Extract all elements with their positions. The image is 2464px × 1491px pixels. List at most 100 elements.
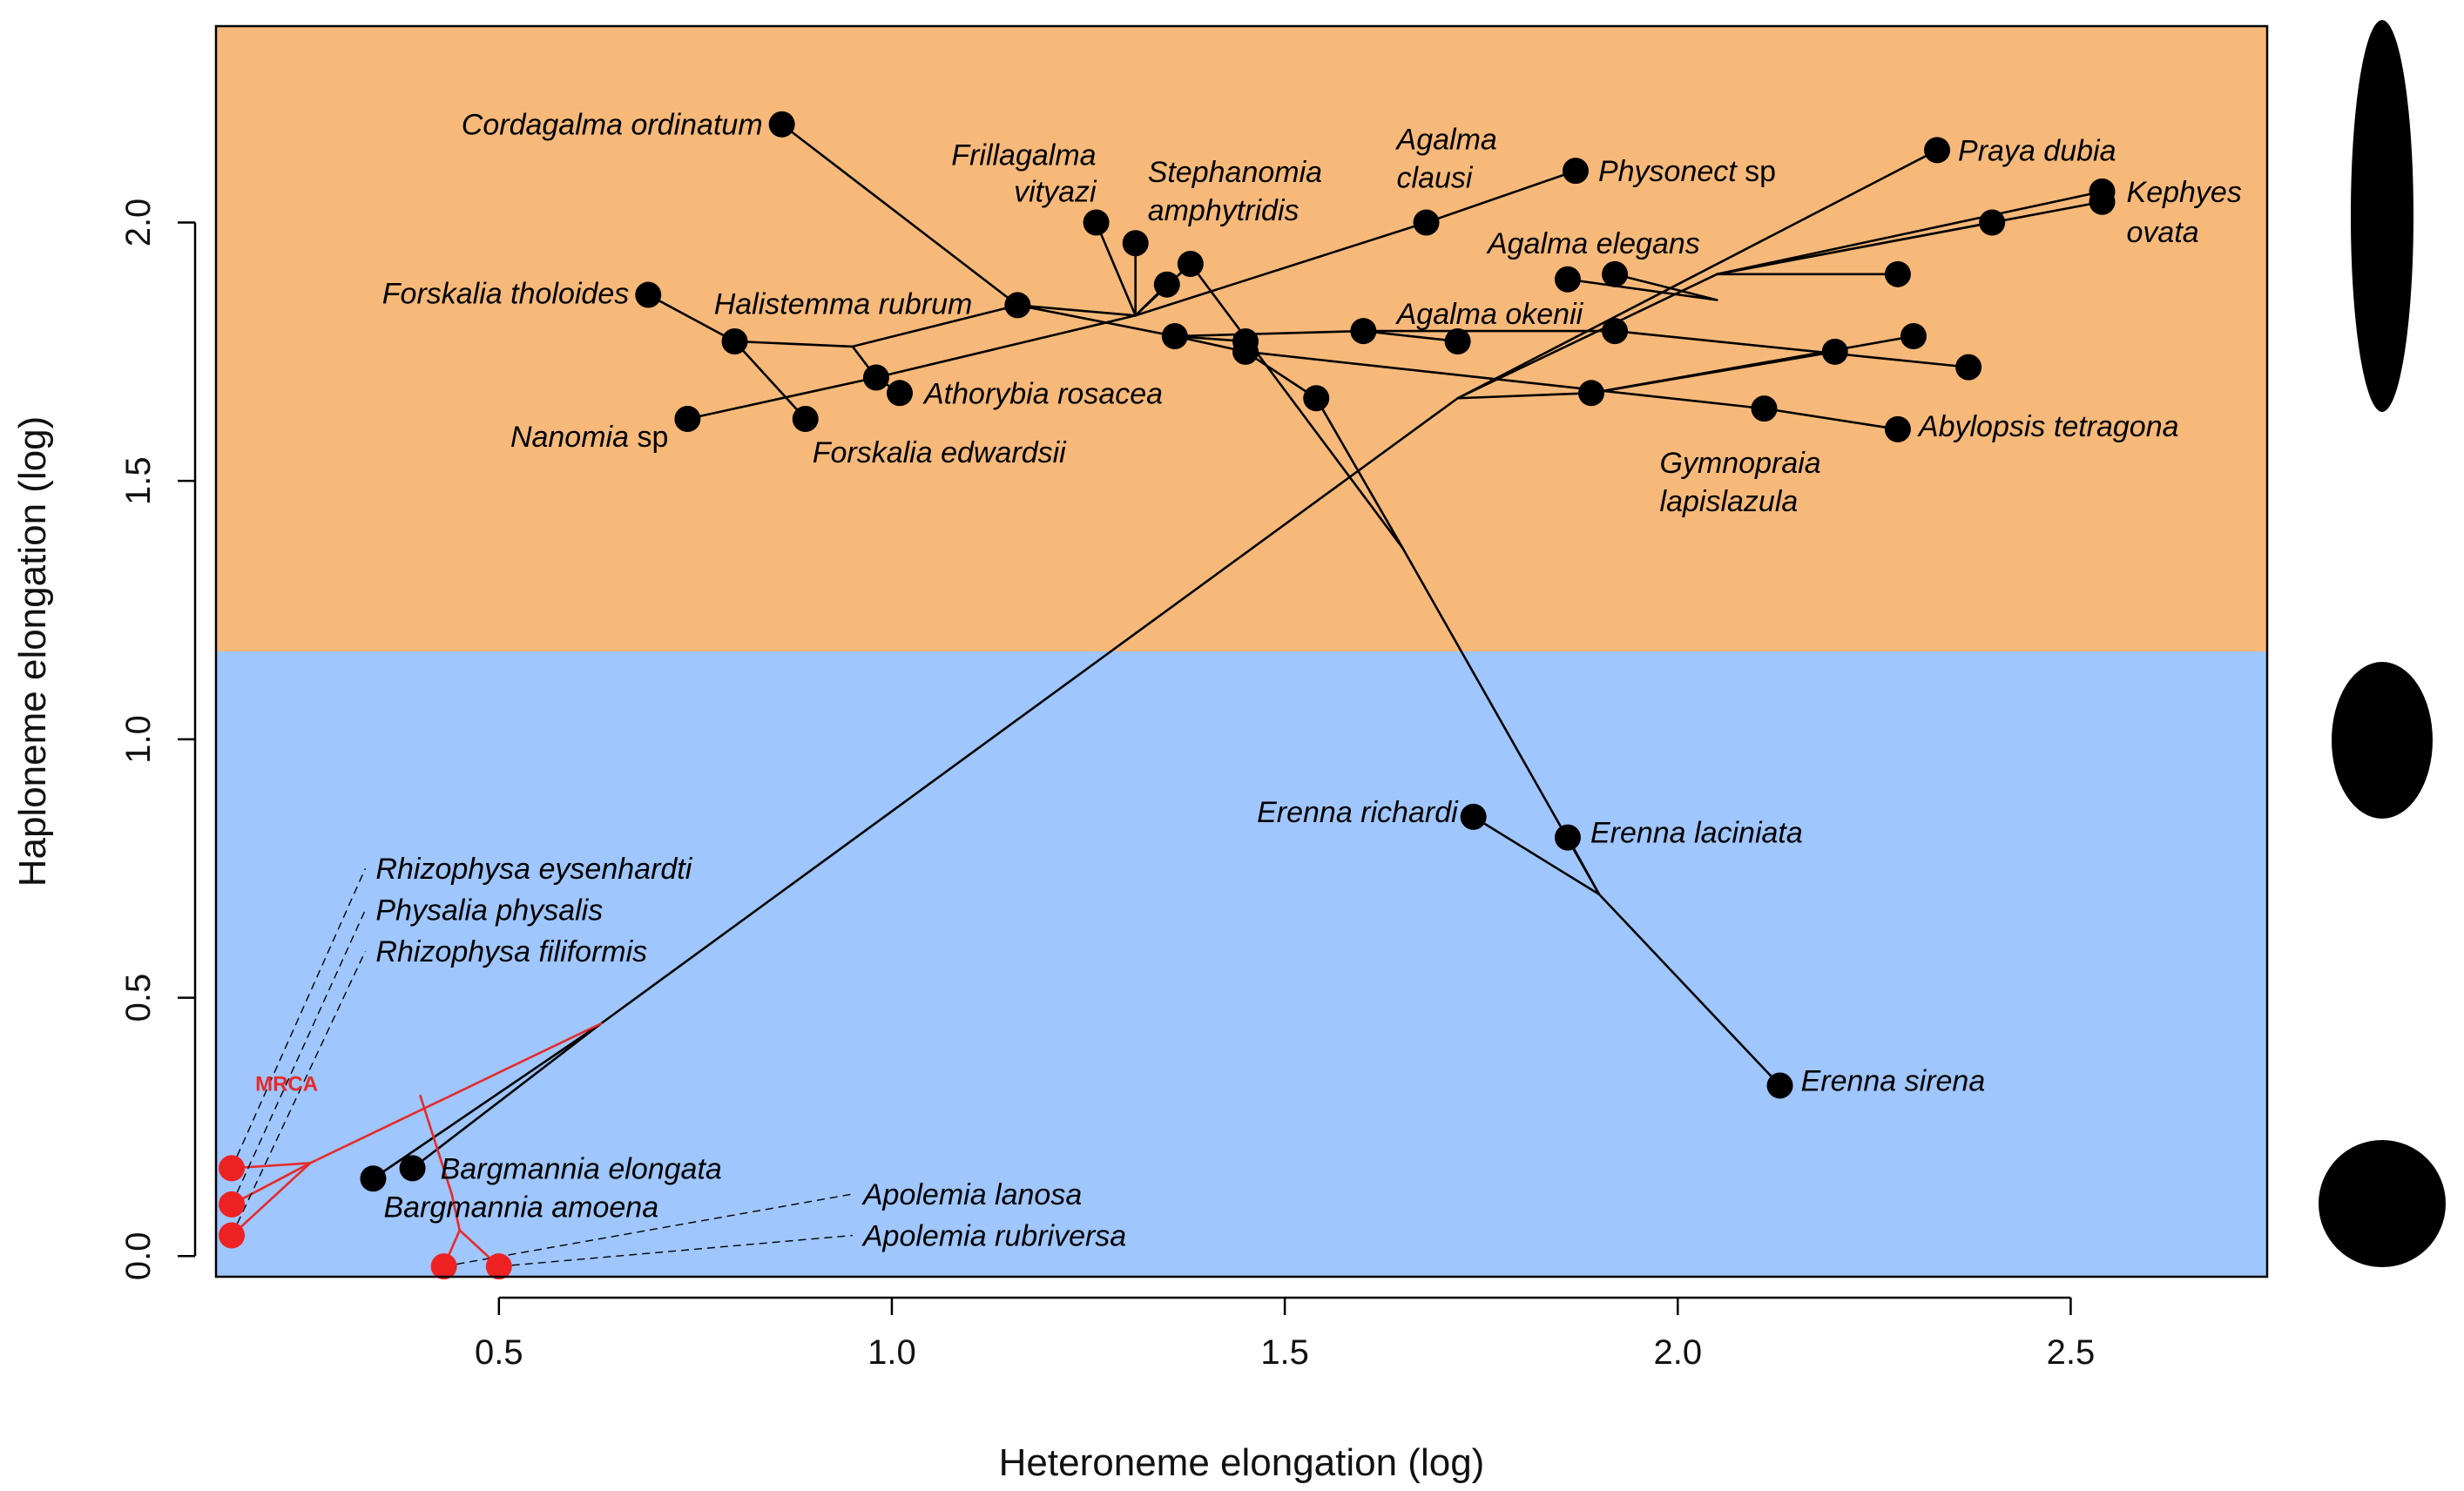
species-label-cordagalma-ordinatum: Cordagalma ordinatum (462, 109, 763, 142)
y-tick-label-0.5: 0.5 (119, 974, 158, 1022)
leader-line-physalia-physalis (231, 909, 367, 1205)
point-6 (1979, 209, 2006, 236)
point-24 (1232, 338, 1259, 365)
point-44 (485, 1253, 512, 1280)
species-label-bargmannia-elongata: Bargmannia elongata (441, 1152, 722, 1185)
species-label-praya-dubia: Praya dubia (1958, 134, 2116, 167)
tree-branch-11 (780, 123, 1019, 307)
leader-line-rhizophysa-eysenhardti (231, 867, 367, 1169)
tree-branch-34 (1314, 396, 1404, 550)
x-tick-label-1.0: 1.0 (867, 1333, 916, 1372)
point-athorybia-rosacea (887, 380, 913, 407)
point-14 (1884, 260, 1911, 287)
point-32 (1900, 323, 1927, 350)
species-label-apolemia-lanosa: Apolemia lanosa (861, 1178, 1082, 1211)
point-31 (1821, 338, 1848, 365)
tree-branch-36 (1472, 815, 1601, 896)
point-halistemma-rubrum (1004, 292, 1031, 319)
tree-branch-39 (308, 1022, 603, 1164)
annotation-mrca: MRCA (255, 1072, 318, 1096)
species-label-agalma-okenii: Agalma okenii (1395, 298, 1584, 331)
x-axis-title: Heteroneme elongation (log) (999, 1441, 1485, 1484)
leader-line-apolemia-lanosa (443, 1193, 853, 1267)
species-label-rhizophysa-eysenhardti: Rhizophysa eysenhardti (375, 853, 692, 886)
species-label-gymnopraia-lapislazula: Gymnopraia lapislazula (1660, 447, 1821, 518)
species-label-erenna-sirena: Erenna sirena (1801, 1064, 1986, 1097)
point-41 (219, 1191, 246, 1218)
plot-frame (214, 24, 2269, 1278)
tree-branch-9 (1590, 334, 1915, 395)
species-labels: Rhizophysa eysenhardti Physalia physalis R… (255, 109, 2242, 1253)
tree-branch-13 (1425, 169, 1577, 224)
legend-medium-ellipse-shape (2332, 662, 2433, 819)
background-region-2 (216, 651, 2267, 1277)
species-label-agalma-clausi: Agalma clausi (1395, 123, 1497, 194)
point-praya-dubia (1924, 137, 1951, 164)
point-28 (1303, 385, 1330, 412)
species-label-apolemia-rubriversa: Apolemia rubriversa (861, 1220, 1126, 1253)
legend-round-ellipse-shape (2319, 1140, 2446, 1267)
y-axis-title: Haploneme elongation (log) (11, 416, 54, 887)
point-22 (1161, 323, 1188, 350)
y-tick-label-1.0: 1.0 (119, 715, 158, 764)
y-tick-label-1.5: 1.5 (119, 456, 158, 505)
point-gymnopraia-lapislazula (1751, 395, 1778, 422)
tree-branch-23 (874, 314, 1137, 379)
species-label-halistemma-rubrum: Halistemma rubrum (714, 287, 973, 320)
tree-branch-28 (1613, 329, 1970, 368)
tree-branch-7 (1456, 392, 1593, 400)
x-tick-label-0.5: 0.5 (475, 1333, 523, 1372)
legend-elongated-ellipse-shape (2351, 20, 2413, 412)
point-erenna-richardi (1460, 803, 1487, 830)
species-label-agalma-elegans: Agalma elegans (1486, 227, 1700, 260)
species-label-athorybia-rosacea: Athorybia rosacea (922, 377, 1163, 410)
species-label-forskalia-edwardsii: Forskalia edwardsii (813, 436, 1067, 469)
tree-branch-32 (1244, 350, 1318, 400)
point-bargmannia-elongata (399, 1155, 426, 1182)
species-label-rhizophysa-filiformis: Rhizophysa filiformis (375, 935, 647, 968)
species-label-frillagalma-vityazi: Frillagalma vityazi (951, 138, 1097, 208)
species-label-kephyes-ovata: Kephyes ovata (2127, 176, 2242, 249)
tree-branch-6 (1716, 200, 2103, 276)
point-bargmannia-amoena (360, 1165, 387, 1192)
point-10 (1153, 271, 1180, 298)
point-40 (219, 1155, 246, 1182)
point-forskalia-tholoides (635, 281, 662, 308)
species-label-stephanomia-amphytridis: Stephanomia amphytridis (1148, 156, 1322, 227)
y-tick-label-2.0: 2.0 (119, 199, 158, 247)
point-abylopsis-tetragona (1884, 415, 1911, 442)
point-33 (1955, 354, 1982, 381)
species-label-bargmannia-amoena: Bargmannia amoena (383, 1191, 658, 1224)
species-label-physonect-sp: Physonect sp (1598, 155, 1776, 188)
tree-branch-20 (733, 340, 807, 421)
point-physonect-sp (1562, 158, 1589, 185)
point-nanomia-sp (674, 405, 701, 432)
x-tick-label-2.5: 2.5 (2047, 1333, 2096, 1372)
tree-branch-29 (1244, 350, 1765, 410)
tree-branch-33 (1189, 262, 1404, 550)
species-label-erenna-richardi: Erenna richardi (1257, 796, 1459, 829)
point-cordagalma-ordinatum (768, 111, 795, 138)
point-erenna-sirena (1766, 1072, 1793, 1099)
tree-branch-18 (851, 304, 1019, 348)
point-25 (1350, 318, 1377, 345)
point-stephanomia-amphytridis (1122, 230, 1149, 257)
point-5 (2089, 188, 2116, 215)
point-agalma-elegans (1554, 266, 1581, 293)
leader-line-apolemia-rubriversa (498, 1234, 853, 1267)
axes: 0.5 1.0 1.5 2.0 2.5 0.0 0.5 1.0 1.5 2.0 Heteroneme… (11, 24, 2269, 1484)
species-label-nanomia-sp: Nanomia sp (510, 421, 668, 454)
point-17 (721, 327, 748, 354)
tree-branch-43 (419, 1095, 462, 1268)
point-29 (1578, 380, 1605, 407)
point-agalma-okenii (1444, 327, 1471, 354)
tree-branch-30 (1763, 407, 1900, 431)
species-label-erenna-laciniata: Erenna laciniata (1590, 817, 1803, 850)
point-18 (862, 364, 889, 391)
point-frillagalma-vityazi (1083, 209, 1110, 236)
tree-branch-2 (411, 1022, 603, 1170)
point-forskalia-edwardsii (792, 405, 819, 432)
tree-branch-42 (230, 1162, 312, 1170)
tree-branch-1 (372, 1022, 603, 1180)
